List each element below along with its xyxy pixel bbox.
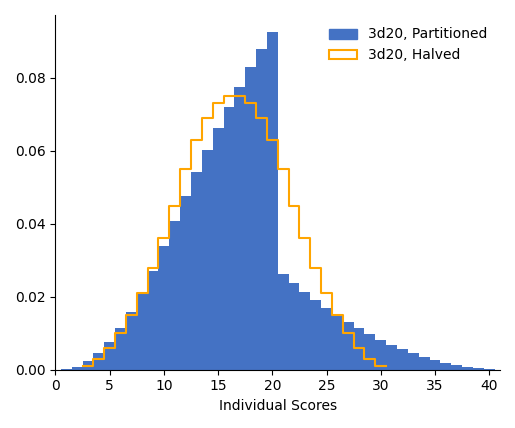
Bar bbox=[343, 322, 354, 370]
Bar bbox=[430, 360, 440, 370]
Bar bbox=[93, 353, 104, 370]
Bar bbox=[224, 107, 234, 370]
Bar bbox=[386, 345, 397, 370]
Bar bbox=[191, 172, 202, 370]
Bar bbox=[104, 342, 115, 370]
Bar bbox=[473, 369, 484, 370]
Bar bbox=[365, 334, 375, 370]
Bar bbox=[440, 363, 451, 370]
Bar bbox=[321, 308, 332, 370]
Bar bbox=[180, 196, 191, 370]
Bar bbox=[234, 86, 245, 370]
Bar bbox=[332, 315, 343, 370]
Bar bbox=[82, 361, 93, 370]
Bar bbox=[408, 353, 419, 370]
X-axis label: Individual Scores: Individual Scores bbox=[219, 399, 337, 413]
Bar bbox=[288, 283, 299, 370]
Bar bbox=[310, 300, 321, 370]
Bar bbox=[169, 221, 180, 370]
Bar bbox=[61, 369, 72, 370]
Bar bbox=[137, 293, 148, 370]
Bar bbox=[484, 369, 494, 370]
Bar bbox=[148, 271, 159, 370]
Bar bbox=[256, 49, 267, 370]
Bar bbox=[278, 274, 288, 370]
Bar bbox=[72, 366, 82, 370]
Bar bbox=[213, 128, 224, 370]
Bar bbox=[451, 365, 462, 370]
Bar bbox=[202, 149, 213, 370]
Bar bbox=[462, 367, 473, 370]
Bar bbox=[115, 328, 126, 370]
Bar bbox=[245, 68, 256, 370]
Bar bbox=[419, 357, 430, 370]
Legend: 3d20, Partitioned, 3d20, Halved: 3d20, Partitioned, 3d20, Halved bbox=[324, 22, 493, 68]
Bar bbox=[159, 246, 169, 370]
Bar bbox=[126, 312, 137, 370]
Bar bbox=[397, 349, 408, 370]
Bar bbox=[354, 328, 365, 370]
Bar bbox=[267, 32, 278, 370]
Bar bbox=[299, 292, 310, 370]
Bar bbox=[375, 340, 386, 370]
